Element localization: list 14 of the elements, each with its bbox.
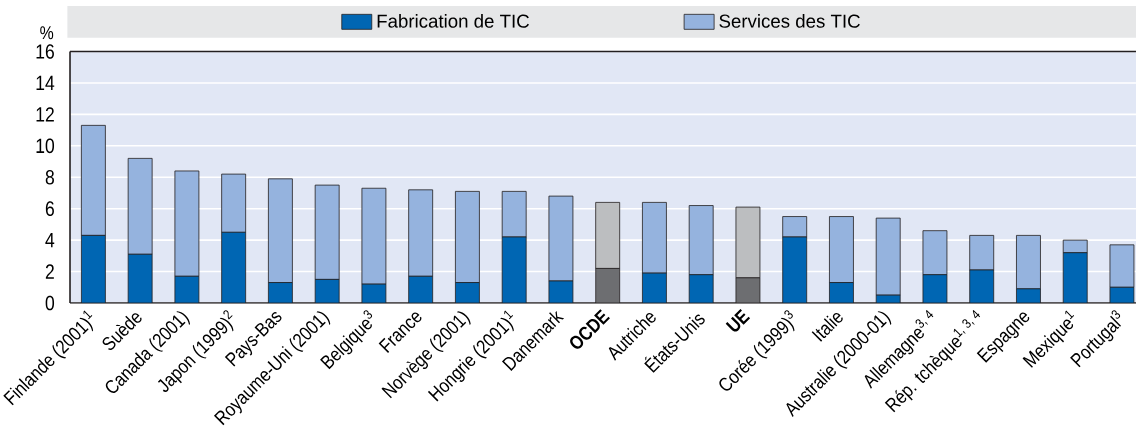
y-tick-label: 16 (36, 44, 54, 59)
y-tick-label: 8 (45, 169, 54, 185)
y-tick-label: 14 (36, 75, 55, 91)
y-tick-label: 4 (45, 233, 55, 248)
y-tick-label: 2 (45, 264, 54, 279)
x-tick-label: UE (725, 309, 751, 332)
y-tick-label: 6 (45, 201, 54, 216)
y-axis-title: % (40, 26, 54, 40)
y-tick-label: 12 (36, 107, 54, 122)
legend-label: Services des TIC (719, 14, 860, 28)
legend-label: Fabrication de TIC (377, 14, 529, 28)
y-tick-label: 10 (36, 138, 55, 154)
y-tick-label: 0 (45, 295, 55, 311)
bar (595, 268, 621, 303)
